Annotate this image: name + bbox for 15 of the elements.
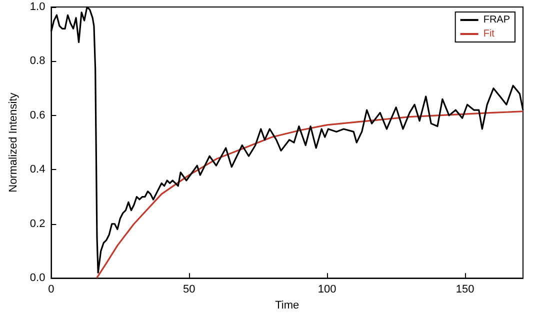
x-tick-label: 50 xyxy=(183,284,196,296)
x-tick-label: 0 xyxy=(48,284,54,296)
y-tick-label: 0.0 xyxy=(30,272,46,284)
y-tick-label: 0.4 xyxy=(30,164,46,176)
x-tick-label: 150 xyxy=(456,284,474,296)
legend-label: FRAP xyxy=(483,14,510,26)
legend-label: Fit xyxy=(483,28,495,40)
y-axis-title: Normalized Intensity xyxy=(8,92,20,192)
y-tick-label: 0.8 xyxy=(30,55,46,68)
y-tick-label: 1.0 xyxy=(30,1,46,13)
x-tick-label: 100 xyxy=(318,284,336,296)
y-tick-label: 0.2 xyxy=(30,218,46,230)
x-axis-title: Time xyxy=(275,300,300,312)
y-tick-label: 0.6 xyxy=(30,109,46,122)
line-series xyxy=(96,110,524,279)
